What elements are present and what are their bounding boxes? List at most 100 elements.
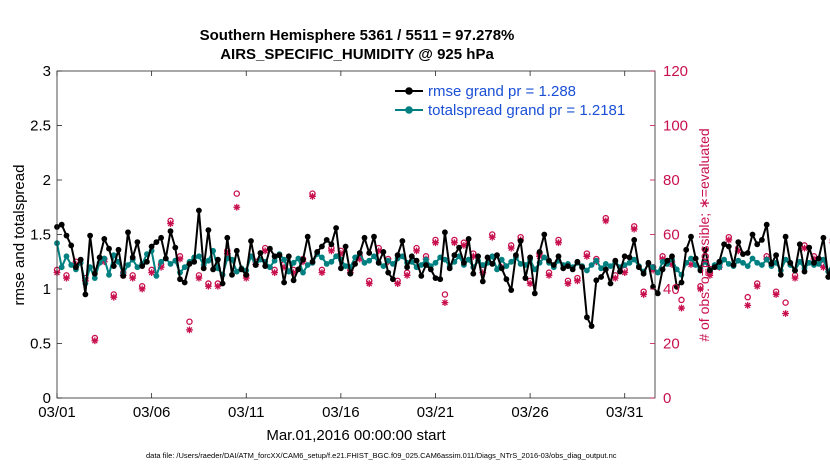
rmse-marker — [418, 273, 425, 279]
rmse-marker — [508, 287, 515, 293]
rmse-marker — [262, 263, 269, 269]
totalspread-marker — [796, 258, 803, 265]
totalspread-marker — [371, 253, 377, 260]
evaluated-obs-marker — [129, 274, 137, 282]
rmse-marker — [134, 239, 141, 246]
evaluated-obs-marker — [309, 192, 316, 200]
rmse-marker — [735, 239, 742, 246]
evaluated-obs-marker — [460, 242, 468, 249]
rmse-marker — [413, 257, 420, 264]
rmse-marker — [215, 256, 221, 263]
totalspread-marker — [432, 259, 439, 266]
evaluated-obs-marker — [507, 244, 515, 252]
evaluated-obs-marker — [678, 304, 685, 312]
evaluated-obs-marker — [744, 301, 752, 309]
rmse-marker — [626, 254, 633, 261]
rmse-marker — [300, 256, 306, 263]
totalspread-marker — [361, 259, 368, 266]
ticks-layer: 0 0.5 1 1.5 2 2.5 3 0 20 40 60 80 100 120 03/01 03/06 03… — [30, 63, 688, 421]
totalspread-marker — [631, 256, 638, 263]
rmse-marker — [73, 264, 79, 271]
rmse-marker — [366, 250, 373, 256]
rmse-marker — [144, 258, 150, 265]
rmse-marker — [229, 271, 235, 278]
rmse-marker — [205, 227, 212, 234]
evaluated-obs-marker — [706, 271, 714, 279]
rmse-marker — [820, 234, 827, 241]
rmse-marker — [503, 276, 510, 283]
evaluated-obs-marker — [138, 285, 146, 293]
rmse-marker — [645, 259, 652, 266]
evaluated-obs-marker — [441, 299, 449, 307]
rmse-marker — [129, 254, 136, 261]
rmse-marker — [404, 264, 410, 271]
evaluated-obs-marker — [810, 255, 818, 263]
totalspread-marker — [63, 253, 70, 260]
evaluated-obs-marker — [214, 282, 222, 290]
y-tick-label-right: 20 — [663, 336, 680, 353]
rmse-marker — [243, 271, 250, 278]
totalspread-marker — [489, 253, 496, 260]
rmse-marker — [338, 265, 344, 272]
rmse-marker — [87, 232, 93, 239]
totalspread-marker — [267, 264, 273, 271]
rmse-marker — [125, 229, 131, 236]
y-tick-label-right: 120 — [663, 63, 688, 80]
totalspread-marker — [125, 262, 131, 268]
rmse-marker — [546, 257, 552, 264]
rmse-marker — [721, 241, 727, 248]
legend-spread-marker — [405, 106, 413, 114]
evaluated-obs-marker — [469, 252, 477, 260]
totalspread-marker — [735, 257, 742, 264]
totalspread-marker — [366, 257, 373, 264]
rmse-marker — [172, 244, 179, 251]
rmse-marker — [281, 279, 287, 286]
evaluated-obs-marker — [791, 274, 799, 282]
rmse-marker — [759, 237, 765, 243]
evaluated-obs-marker — [337, 250, 345, 257]
rmse-marker — [489, 261, 496, 267]
totalspread-marker — [442, 256, 448, 263]
rmse-marker — [536, 249, 543, 255]
y-axis-label-right: # of obs: o=possible; ∗=evaluated — [696, 128, 712, 341]
totalspread-marker — [749, 255, 756, 262]
evaluated-obs-marker — [403, 271, 411, 279]
rmse-marker — [588, 323, 595, 329]
evaluated-obs-marker — [526, 280, 534, 287]
rmse-marker — [371, 233, 377, 240]
rmse-marker — [763, 221, 770, 228]
rmse-marker — [153, 239, 160, 246]
rmse-marker — [342, 243, 349, 250]
legend-rmse-marker — [405, 87, 413, 95]
rmse-marker — [498, 265, 505, 272]
totalspread-marker — [328, 258, 335, 265]
rmse-marker — [484, 254, 491, 261]
evaluated-obs-marker — [697, 285, 704, 293]
totalspread-marker — [342, 263, 349, 269]
evaluated-obs-marker — [820, 263, 827, 271]
possible-obs-marker — [744, 293, 751, 301]
totalspread-marker — [815, 261, 822, 267]
evaluated-obs-marker — [204, 282, 212, 290]
rmse-marker — [120, 273, 127, 279]
rmse-marker — [527, 254, 533, 261]
rmse-marker — [617, 268, 623, 275]
rmse-marker — [451, 252, 458, 259]
rmse-marker — [673, 283, 680, 290]
evaluated-obs-marker — [640, 291, 648, 298]
footnote: data file: /Users/raeder/DAI/ATM_forcXX/… — [146, 451, 617, 460]
rmse-marker — [361, 234, 368, 241]
x-tick-label: 03/06 — [133, 404, 171, 421]
y-tick-label-left: 2 — [43, 172, 51, 189]
rmse-marker — [725, 243, 732, 250]
evaluated-obs-marker — [725, 236, 733, 244]
totalspread-marker — [290, 259, 297, 266]
rmse-marker — [139, 263, 146, 269]
x-tick-label: 03/21 — [417, 404, 455, 421]
rmse-marker — [323, 237, 330, 243]
rmse-marker — [697, 267, 704, 274]
totalspread-marker — [782, 256, 789, 263]
totalspread-marker — [763, 256, 770, 263]
totalspread-marker — [300, 269, 306, 276]
